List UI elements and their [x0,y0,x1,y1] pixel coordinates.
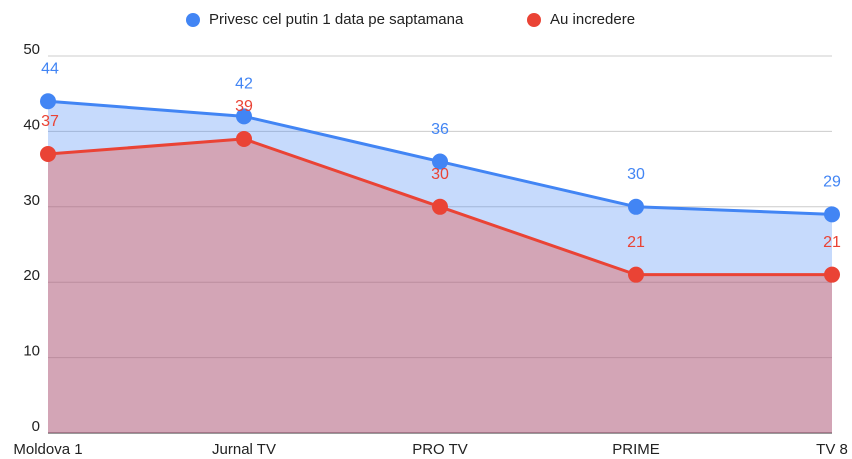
data-label: 44 [41,60,59,77]
y-tick-label: 20 [23,267,40,284]
data-label: 36 [431,121,449,138]
point [824,206,840,223]
data-label: 39 [235,98,253,115]
data-label: 21 [627,234,645,251]
point [236,130,252,147]
data-label: 30 [627,166,645,183]
y-tick-label: 40 [23,116,40,133]
point [40,146,56,163]
y-tick-label: 0 [32,418,40,435]
point [236,108,252,125]
x-tick-label: TV 8 [816,441,848,458]
point [824,266,840,283]
y-tick-label: 50 [23,41,40,58]
x-tick-label: Moldova 1 [13,441,82,458]
legend-label: Au incredere [550,11,635,28]
legend-label: Privesc cel putin 1 data pe saptamana [209,11,464,28]
data-label: 30 [431,166,449,183]
point [628,266,644,283]
point [628,198,644,215]
area [48,101,832,434]
y-tick-label: 30 [23,192,40,209]
legend-swatch [186,13,200,27]
point [40,93,56,110]
area [48,138,832,433]
point [432,198,448,215]
x-tick-label: Jurnal TV [212,441,276,458]
data-label: 37 [41,113,59,130]
point [432,153,448,170]
x-tick-label: PRIME [612,441,660,458]
x-tick-label: PRO TV [412,441,468,458]
data-label: 21 [823,234,841,251]
data-label: 42 [235,76,253,93]
legend-swatch [527,13,541,27]
y-tick-label: 10 [23,343,40,360]
data-label: 29 [823,174,841,191]
